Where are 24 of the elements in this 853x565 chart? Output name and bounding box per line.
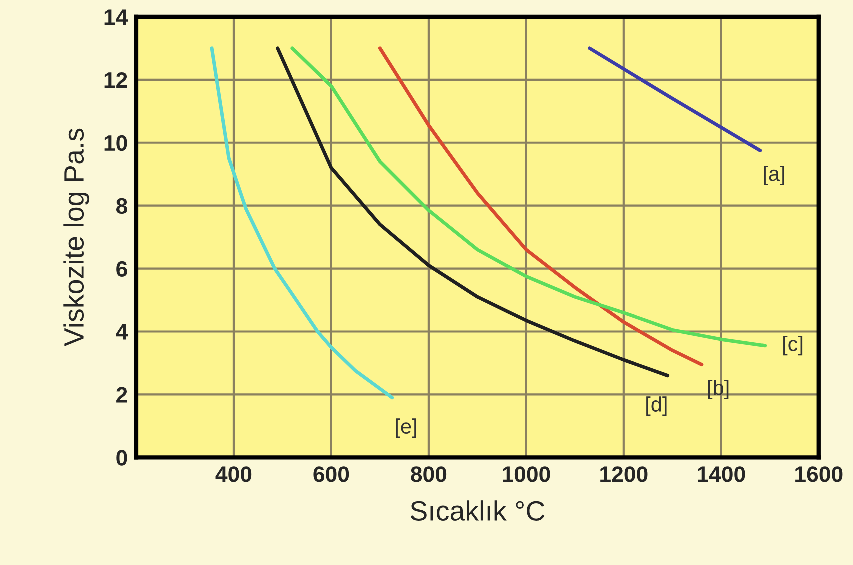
y-tick-label: 2 [116, 387, 128, 403]
x-tick-label: 400 [216, 466, 252, 482]
series-label: [e] [396, 418, 416, 438]
line-series [210, 46, 394, 400]
y-tick-label: 6 [116, 261, 128, 278]
x-tick-label: 800 [411, 466, 447, 482]
y-tick-label: 4 [116, 324, 128, 340]
series-label: [a] [764, 166, 784, 186]
x-tick-label: 1200 [600, 466, 648, 482]
series-label: [c] [784, 336, 803, 356]
x-axis-title: Sıcaklık °C [410, 500, 545, 521]
y-tick-label: 10 [104, 135, 128, 152]
line-series [378, 46, 704, 367]
y-tick-label: 0 [116, 450, 128, 466]
y-axis-title: Viskozite log Pa.s [64, 128, 90, 347]
x-tick-label: 1000 [503, 466, 550, 482]
x-tick-label: 1600 [796, 466, 843, 482]
series-label: [d] [646, 396, 667, 416]
y-tick-label: 12 [104, 72, 128, 88]
line-series [276, 46, 670, 378]
y-tick-label: 14 [104, 10, 128, 25]
x-tick-label: 600 [314, 466, 350, 482]
y-tick-label: 8 [116, 198, 128, 214]
x-tick-label: 1400 [698, 466, 746, 482]
